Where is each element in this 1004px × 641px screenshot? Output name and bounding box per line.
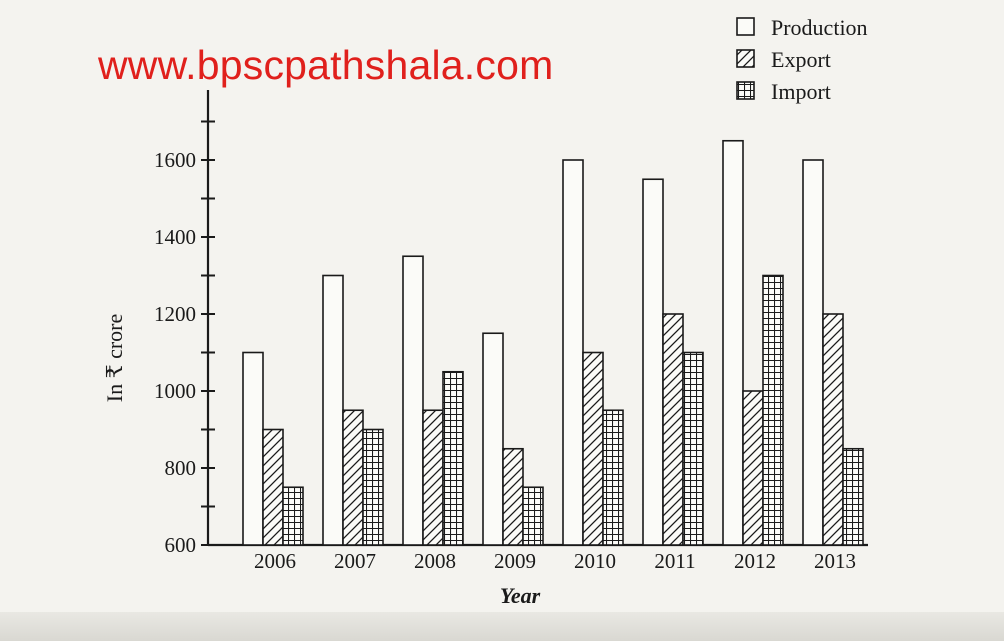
legend-swatch-export	[736, 49, 755, 68]
bar-export-2013	[822, 313, 844, 546]
y-tick-label: 1600	[154, 148, 196, 172]
legend-swatch-production	[736, 17, 755, 36]
bar-import-2009	[522, 486, 544, 546]
legend-swatch-import	[736, 81, 755, 100]
bar-import-2007	[362, 428, 384, 546]
bar-import-2011	[682, 351, 704, 546]
x-axis-title: Year	[500, 583, 541, 608]
bar-export-2011	[662, 313, 684, 546]
x-tick-label: 2009	[494, 549, 536, 573]
x-tick-label: 2010	[574, 549, 616, 573]
x-tick-label: 2013	[814, 549, 856, 573]
y-axis-title: In ₹ crore	[102, 314, 127, 403]
bar-import-2012	[762, 274, 784, 546]
legend-label-export: Export	[771, 47, 831, 72]
bar-export-2010	[582, 351, 604, 546]
bars	[242, 139, 864, 546]
bar-import-2013	[842, 447, 864, 546]
y-tick-label: 800	[165, 456, 197, 480]
y-tick-label: 600	[165, 533, 197, 557]
bar-production-2010	[562, 159, 584, 546]
bar-production-2008	[402, 255, 424, 546]
x-tick-label: 2012	[734, 549, 776, 573]
bar-production-2011	[642, 178, 664, 546]
bar-production-2007	[322, 274, 344, 546]
page-bottom-strip	[0, 612, 1004, 641]
x-tick-label: 2008	[414, 549, 456, 573]
legend-label-import: Import	[771, 79, 831, 104]
y-tick-label: 1400	[154, 225, 196, 249]
watermark-text: www.bpscpathshala.com	[98, 42, 554, 88]
bar-production-2009	[482, 332, 504, 546]
bar-export-2006	[262, 428, 284, 546]
x-tick-label: 2006	[254, 549, 296, 573]
bar-export-2008	[422, 409, 444, 546]
legend: Production Export Import	[736, 15, 868, 104]
bar-export-2007	[342, 409, 364, 546]
bar-import-2006	[282, 486, 304, 546]
legend-label-production: Production	[771, 15, 868, 40]
y-tick-label: 1200	[154, 302, 196, 326]
x-tick-label: 2011	[654, 549, 695, 573]
bar-production-2006	[242, 351, 264, 546]
bar-production-2012	[722, 139, 744, 546]
bar-export-2012	[742, 390, 764, 546]
axis-labels: 600 800 1000 1200 1400 1600 2006 2007 2008 2009 20…	[102, 148, 856, 608]
bar-export-2009	[502, 447, 524, 546]
bar-production-2013	[802, 159, 824, 546]
bar-import-2008	[442, 370, 464, 546]
x-tick-label: 2007	[334, 549, 376, 573]
y-tick-label: 1000	[154, 379, 196, 403]
bar-import-2010	[602, 409, 624, 546]
